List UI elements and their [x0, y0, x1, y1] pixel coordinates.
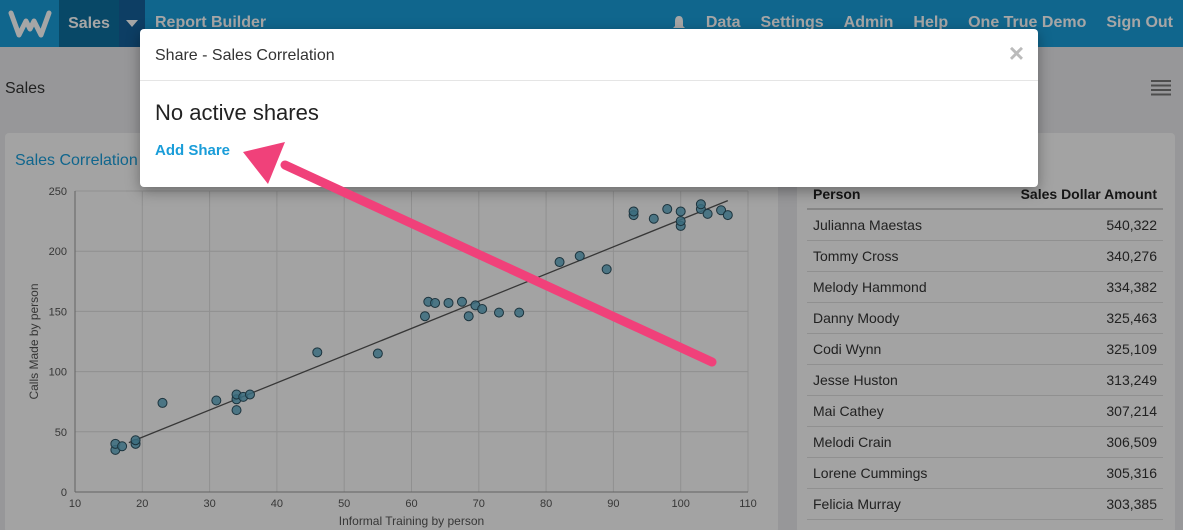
table-row[interactable]: Jesse Huston 313,249 — [807, 365, 1163, 396]
table-body: Julianna Maestas 540,322 Tommy Cross 340,27… — [807, 210, 1163, 520]
share-modal: Share - Sales Correlation × No active sh… — [140, 29, 1038, 187]
y-tick-label: 100 — [49, 367, 67, 379]
x-tick-label: 80 — [540, 498, 552, 510]
nav-sales-menu[interactable]: Sales — [59, 0, 119, 47]
table-header: Person Sales Dollar Amount — [807, 176, 1163, 210]
column-header-person[interactable]: Person — [813, 186, 861, 202]
logo-w-icon — [8, 10, 51, 37]
nav-admin-link[interactable]: Admin — [843, 14, 894, 31]
table-row[interactable]: Tommy Cross 340,276 — [807, 241, 1163, 272]
table-row[interactable]: Felicia Murray 303,385 — [807, 489, 1163, 520]
cell-amount: 313,249 — [1106, 372, 1157, 388]
cell-amount: 540,322 — [1106, 217, 1157, 233]
x-tick-label: 110 — [739, 498, 757, 510]
chart-card-title: Sales Correlation — [15, 152, 138, 169]
modal-header: Share - Sales Correlation × — [140, 29, 1038, 81]
scatter-point[interactable] — [117, 441, 128, 452]
nav-help-link[interactable]: Help — [913, 14, 949, 31]
bell-icon[interactable] — [672, 15, 686, 31]
x-axis-label: Informal Training by person — [339, 514, 484, 528]
cell-person: Melodi Crain — [813, 434, 892, 450]
scatter-point[interactable] — [157, 397, 168, 408]
scatter-point[interactable] — [231, 405, 242, 416]
table-row[interactable]: Danny Moody 325,463 — [807, 303, 1163, 334]
cell-amount: 325,463 — [1106, 310, 1157, 326]
y-tick-label: 150 — [49, 306, 67, 318]
app-logo[interactable] — [0, 0, 59, 47]
scatter-point[interactable] — [211, 395, 222, 406]
y-tick-label: 0 — [61, 487, 67, 499]
x-tick-label: 90 — [607, 498, 619, 510]
cell-person: Lorene Cummings — [813, 465, 928, 481]
cell-amount: 334,382 — [1106, 279, 1157, 295]
nav-report-builder[interactable]: Report Builder — [155, 14, 267, 31]
cell-person: Codi Wynn — [813, 341, 882, 357]
table-row[interactable]: Mai Cathey 307,214 — [807, 396, 1163, 427]
scatter-point[interactable] — [130, 435, 141, 446]
table-row[interactable]: Codi Wynn 325,109 — [807, 334, 1163, 365]
cell-amount: 340,276 — [1106, 248, 1157, 264]
nav-account-link[interactable]: One True Demo — [968, 14, 1087, 31]
cell-person: Julianna Maestas — [813, 217, 922, 233]
cell-amount: 325,109 — [1106, 341, 1157, 357]
cell-person: Jesse Huston — [813, 372, 898, 388]
modal-title: Share - Sales Correlation — [155, 47, 335, 64]
cell-amount: 307,214 — [1106, 403, 1157, 419]
list-view-icon[interactable] — [1151, 80, 1171, 96]
nav-sign-out-link[interactable]: Sign Out — [1106, 14, 1173, 31]
cell-amount: 305,316 — [1106, 465, 1157, 481]
table-row[interactable]: Lorene Cummings 305,316 — [807, 458, 1163, 489]
table-row[interactable]: Melodi Crain 306,509 — [807, 427, 1163, 458]
scatter-point[interactable] — [716, 205, 727, 216]
table-row[interactable]: Melody Hammond 334,382 — [807, 272, 1163, 303]
cell-amount: 306,509 — [1106, 434, 1157, 450]
page-title: Sales — [5, 80, 46, 97]
cell-person: Danny Moody — [813, 310, 900, 326]
x-tick-label: 50 — [338, 498, 350, 510]
x-tick-label: 60 — [405, 498, 417, 510]
sales-table: Person Sales Dollar Amount Julianna Maes… — [807, 176, 1163, 520]
scatter-point[interactable] — [244, 389, 255, 400]
scatter-point[interactable] — [722, 210, 733, 221]
y-tick-label: 250 — [49, 186, 67, 198]
y-tick-label: 200 — [49, 246, 67, 258]
x-tick-label: 30 — [203, 498, 215, 510]
x-tick-label: 20 — [136, 498, 148, 510]
cell-person: Mai Cathey — [813, 403, 884, 419]
column-header-amount[interactable]: Sales Dollar Amount — [1020, 186, 1157, 202]
sales-table-card: Person Sales Dollar Amount Julianna Maes… — [797, 133, 1175, 530]
chart-axes: 10 20 30 40 50 60 70 80 90 100 110 0 50 100 150 200 250 — [49, 186, 757, 510]
y-axis-label: Calls Made by person — [27, 283, 41, 399]
cell-person: Felicia Murray — [813, 496, 901, 512]
caret-down-icon — [126, 19, 138, 27]
nav-data-link[interactable]: Data — [705, 14, 741, 31]
table-row[interactable]: Julianna Maestas 540,322 — [807, 210, 1163, 241]
nav-settings-link[interactable]: Settings — [760, 14, 824, 31]
cell-person: Melody Hammond — [813, 279, 927, 295]
x-tick-label: 40 — [271, 498, 283, 510]
cell-amount: 303,385 — [1106, 496, 1157, 512]
add-share-link[interactable]: Add Share — [155, 142, 231, 159]
y-tick-label: 50 — [55, 427, 67, 439]
x-tick-label: 10 — [69, 498, 81, 510]
x-tick-label: 70 — [473, 498, 485, 510]
cell-person: Tommy Cross — [813, 248, 899, 264]
x-tick-label: 100 — [672, 498, 690, 510]
nav-right-links: Data Settings Admin Help One True Demo S… — [672, 14, 1173, 32]
no-shares-heading: No active shares — [155, 100, 319, 125]
close-icon[interactable]: × — [1008, 38, 1024, 68]
